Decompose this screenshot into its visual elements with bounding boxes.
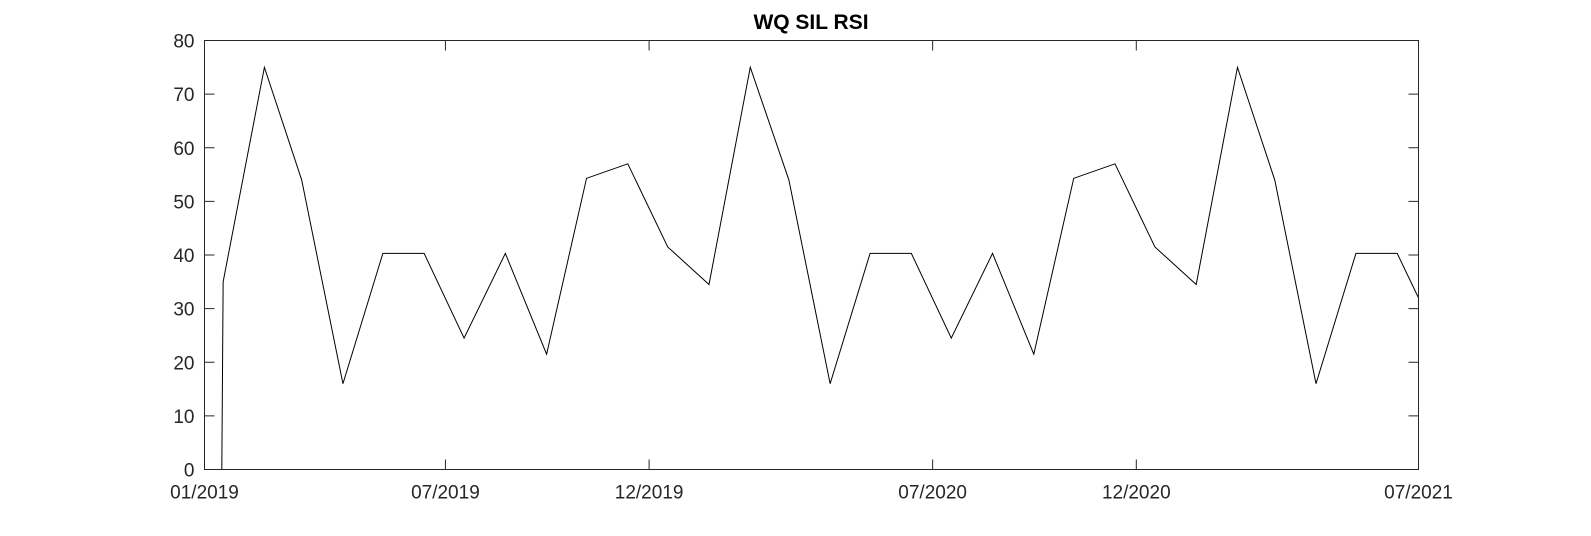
y-axis: 0 10 20 30 40 50 60 70 80	[173, 32, 1419, 482]
x-tick-label: 01/2019	[170, 483, 239, 504]
x-tick-label: 07/2020	[898, 483, 967, 504]
y-tick-label: 10	[173, 407, 194, 428]
y-tick-label: 30	[173, 300, 194, 321]
chart-title: WQ SIL RSI	[753, 11, 868, 34]
y-tick-label: 50	[173, 192, 194, 213]
y-tick-label: 0	[184, 461, 195, 482]
x-axis: 01/2019 07/2019 12/2019 07/2020 12/2020 07/20…	[170, 40, 1453, 504]
y-tick-label: 40	[173, 246, 194, 267]
series-layer	[204, 65, 1419, 470]
y-tick-label: 70	[173, 85, 194, 106]
x-tick-label: 12/2020	[1102, 483, 1171, 504]
y-tick-label: 60	[173, 139, 194, 160]
x-tick-label: 07/2019	[411, 483, 480, 504]
plot-area-frame	[204, 40, 1419, 470]
y-tick-label: 80	[173, 32, 194, 53]
y-tick-label: 20	[173, 353, 194, 374]
x-tick-label: 12/2019	[615, 483, 684, 504]
x-tick-label: 07/2021	[1384, 483, 1453, 504]
rsi-series-line	[204, 65, 1419, 470]
